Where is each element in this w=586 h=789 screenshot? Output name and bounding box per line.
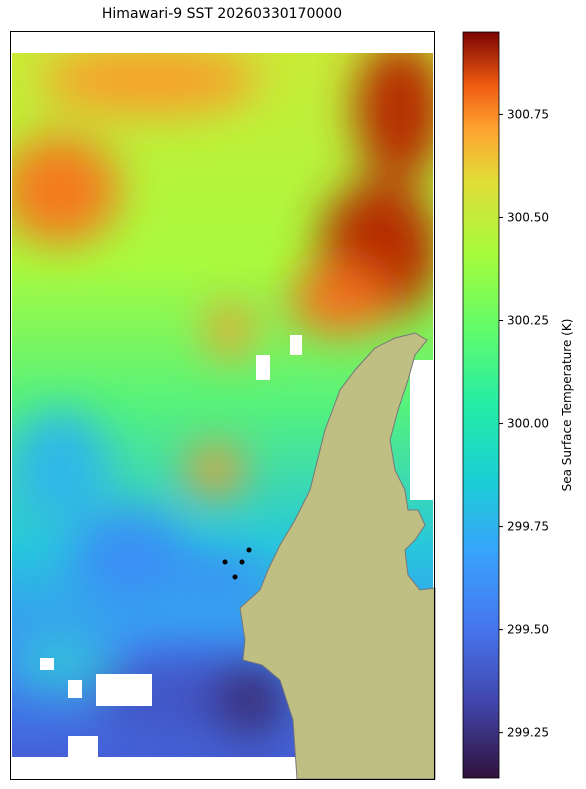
markers — [222, 547, 252, 580]
colorbar-label: Sea Surface Temperature (K) — [560, 319, 574, 492]
colorbar-tick-label: 299.25 — [507, 726, 549, 740]
colorbar-tick-label: 300.50 — [507, 210, 549, 224]
colorbar-tick-label: 300.25 — [507, 314, 549, 328]
land — [239, 332, 436, 780]
colorbar-tick-label: 300.00 — [507, 417, 549, 431]
colorbar-tick-label: 299.75 — [507, 520, 549, 534]
map-title: Himawari-9 SST 20260330170000 — [102, 6, 342, 22]
colorbar — [462, 31, 500, 779]
colorbar-tick-label: 299.50 — [507, 623, 549, 637]
map-frame — [10, 31, 435, 780]
colorbar-tick-label: 300.75 — [507, 107, 549, 121]
